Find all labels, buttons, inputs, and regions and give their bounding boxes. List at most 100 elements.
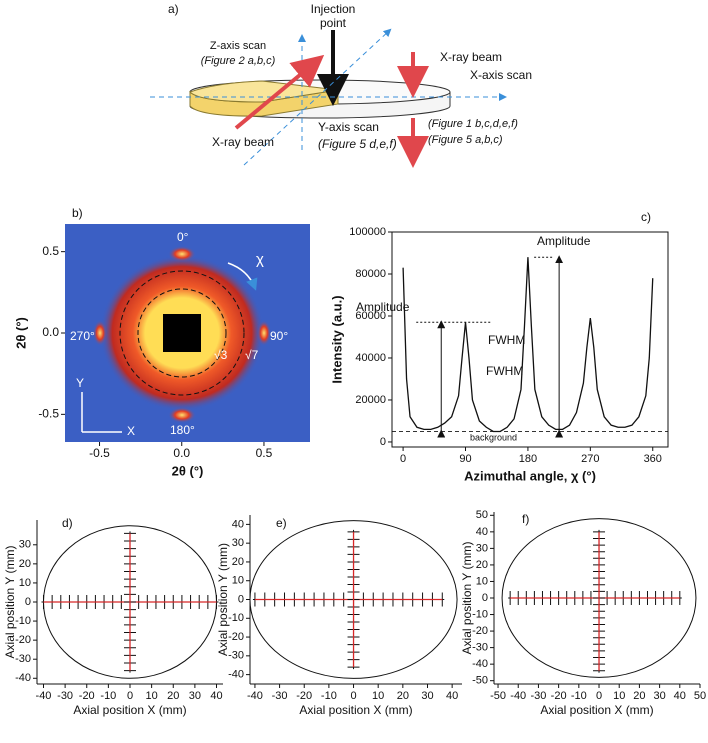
x-tick-label: 0 <box>127 690 133 702</box>
y-tick-label: 30 <box>476 542 488 554</box>
x-tick-label: 0.5 <box>256 446 273 460</box>
label: Z-axis scan <box>210 40 266 52</box>
annotation: 180° <box>170 423 195 437</box>
intensity-line <box>402 257 654 433</box>
diffraction-image <box>65 224 310 442</box>
y-tick-label: 0 <box>482 592 488 604</box>
y-tick-label: -30 <box>472 642 488 654</box>
y-tick-label: -10 <box>228 612 244 624</box>
y-tick-label: -50 <box>472 675 488 687</box>
y-axis-label: 2θ (°) <box>13 317 28 349</box>
beamstop <box>163 314 201 352</box>
label: Injection <box>311 2 356 16</box>
annotation: χ <box>256 251 264 268</box>
xray-beam-arrow <box>234 54 325 130</box>
y-tick-label: 0 <box>238 593 244 605</box>
spot <box>168 246 196 262</box>
y-tick-label: 40 <box>476 526 488 538</box>
ring-circle <box>137 288 227 378</box>
x-axis-label: Axial position X (mm) <box>540 703 653 717</box>
label: (Figure 2 a,b,c) <box>201 55 276 67</box>
label: X-axis scan <box>470 68 532 82</box>
panel-label: e) <box>276 516 287 530</box>
y-tick-label: -30 <box>228 650 244 662</box>
x-tick-label: 30 <box>653 690 665 702</box>
y-axis-scan-arrow <box>243 28 392 166</box>
y-tick-label: 0 <box>25 596 31 608</box>
x-tick-label: 30 <box>421 690 433 702</box>
y-tick-label: 20 <box>476 559 488 571</box>
y-tick-label: 40 <box>232 518 244 530</box>
y-tick-label: 30 <box>232 537 244 549</box>
x-tick-label: -20 <box>79 690 95 702</box>
x-tick-label: 50 <box>694 690 706 702</box>
label: (Figure 5 a,b,c) <box>428 134 503 146</box>
x-tick-label: 20 <box>633 690 645 702</box>
annotation: Amplitude <box>537 234 591 248</box>
x-tick-label: 90 <box>459 453 471 465</box>
y-tick-label: 10 <box>476 575 488 587</box>
y-tick-label: 50 <box>476 509 488 521</box>
diagram: a) Injection point Z-axis scan (Figure 2… <box>150 2 532 168</box>
ring-circle <box>119 270 245 396</box>
x-tick-label: 0.0 <box>173 446 190 460</box>
panel-label: b) <box>72 206 83 220</box>
x-tick-label: 40 <box>210 690 222 702</box>
x-tick-label: -30 <box>272 690 288 702</box>
y-tick-label: -20 <box>472 625 488 637</box>
annotation: Y <box>76 376 84 390</box>
y-tick-label: -40 <box>472 658 488 670</box>
y-axis-label: Axial position Y (mm) <box>460 542 474 655</box>
x-tick-label: 270 <box>581 453 599 465</box>
panel-label: d) <box>62 516 73 530</box>
x-tick-label: -40 <box>36 690 52 702</box>
x-tick-label: 360 <box>644 453 662 465</box>
x-tick-label: 0 <box>596 690 602 702</box>
x-tick-label: 20 <box>397 690 409 702</box>
y-tick-label: 40000 <box>355 352 386 364</box>
plot-frame <box>391 231 669 448</box>
x-axis-label: Axial position X (mm) <box>73 703 186 717</box>
y-tick-label: 30 <box>19 539 31 551</box>
x-tick-label: -30 <box>57 690 73 702</box>
x-tick-label: 30 <box>189 690 201 702</box>
annotation: √7 <box>245 348 259 362</box>
x-tick-label: -10 <box>321 690 337 702</box>
y-tick-label: 20 <box>19 558 31 570</box>
sample-circle <box>501 518 697 678</box>
annotation: X <box>127 424 135 438</box>
y-tick-label: 0.5 <box>42 244 59 258</box>
y-axis-label: Axial position Y (mm) <box>216 543 230 656</box>
y-tick-label: -20 <box>228 631 244 643</box>
y-axis-label: Intensity (a.u.) <box>329 295 344 383</box>
annotation: 90° <box>270 329 288 343</box>
panel-label: f) <box>522 512 529 526</box>
annotation: √3 <box>214 348 228 362</box>
y-tick-label: 0.0 <box>42 325 59 339</box>
x-tick-label: -20 <box>551 690 567 702</box>
x-tick-label: 10 <box>372 690 384 702</box>
x-tick-label: -20 <box>296 690 312 702</box>
y-tick-label: 100000 <box>349 226 386 238</box>
x-tick-label: -40 <box>510 690 526 702</box>
x-tick-label: 0 <box>350 690 356 702</box>
spot <box>168 407 196 423</box>
x-tick-label: 20 <box>167 690 179 702</box>
x-tick-label: -30 <box>530 690 546 702</box>
label: (Figure 1 b,c,d,e,f) <box>428 118 518 130</box>
spot <box>93 320 107 346</box>
x-tick-label: -10 <box>100 690 116 702</box>
annotation: 0° <box>177 230 189 244</box>
annotation: FWHM <box>488 333 525 347</box>
y-tick-label: -0.5 <box>38 407 59 421</box>
x-tick-label: -10 <box>571 690 587 702</box>
label: Y-axis scan <box>318 120 379 134</box>
x-tick-label: 10 <box>146 690 158 702</box>
x-tick-label: 10 <box>613 690 625 702</box>
panel-label: a) <box>168 2 179 16</box>
annotation: 270° <box>70 329 95 343</box>
annotation: FWHM <box>486 364 523 378</box>
annotation: Amplitude <box>356 300 410 314</box>
label: (Figure 5 d,e,f) <box>318 137 397 151</box>
